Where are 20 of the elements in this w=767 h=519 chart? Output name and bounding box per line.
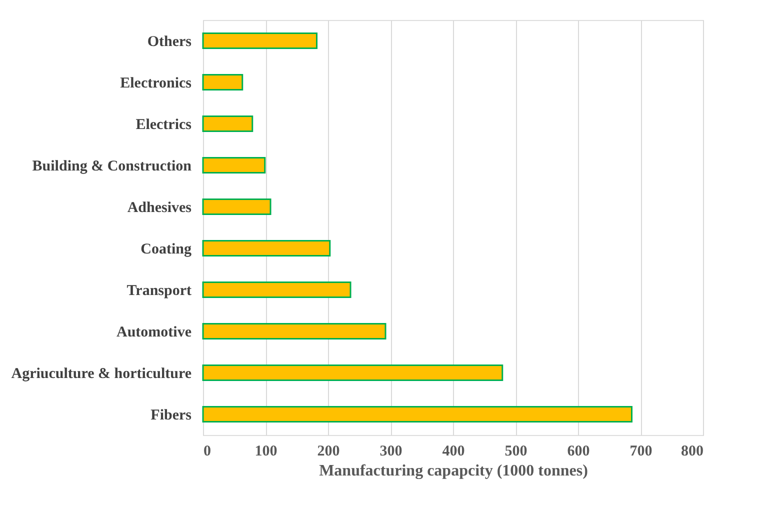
x-tick-label: 200	[317, 444, 340, 460]
y-tick-label: Electrics	[136, 116, 192, 133]
y-tick-label: Others	[147, 34, 192, 50]
x-tick-label: 0	[204, 444, 211, 460]
y-tick-label: Coating	[140, 241, 192, 258]
y-tick-label: Adhesives	[127, 200, 192, 216]
y-tick-label: Building & Construction	[32, 158, 192, 174]
x-tick-label: 400	[442, 444, 465, 460]
x-tick-label: 700	[630, 444, 652, 460]
x-axis-title: Manufacturing capapcity (1000 tonnes)	[319, 462, 588, 480]
x-tick-label: 300	[380, 444, 402, 460]
x-tick-label: 600	[567, 444, 590, 460]
y-tick-label: Automotive	[116, 324, 192, 340]
x-tick-label: 500	[504, 444, 528, 460]
y-tick-label: Electronics	[120, 75, 192, 92]
y-tick-label: Fibers	[150, 407, 192, 424]
y-tick-label: Transport	[126, 282, 192, 299]
x-tick-label: 800	[681, 444, 704, 460]
y-tick-label: Agriuculture & horticulture	[11, 366, 192, 382]
x-tick-label: 100	[254, 444, 278, 460]
